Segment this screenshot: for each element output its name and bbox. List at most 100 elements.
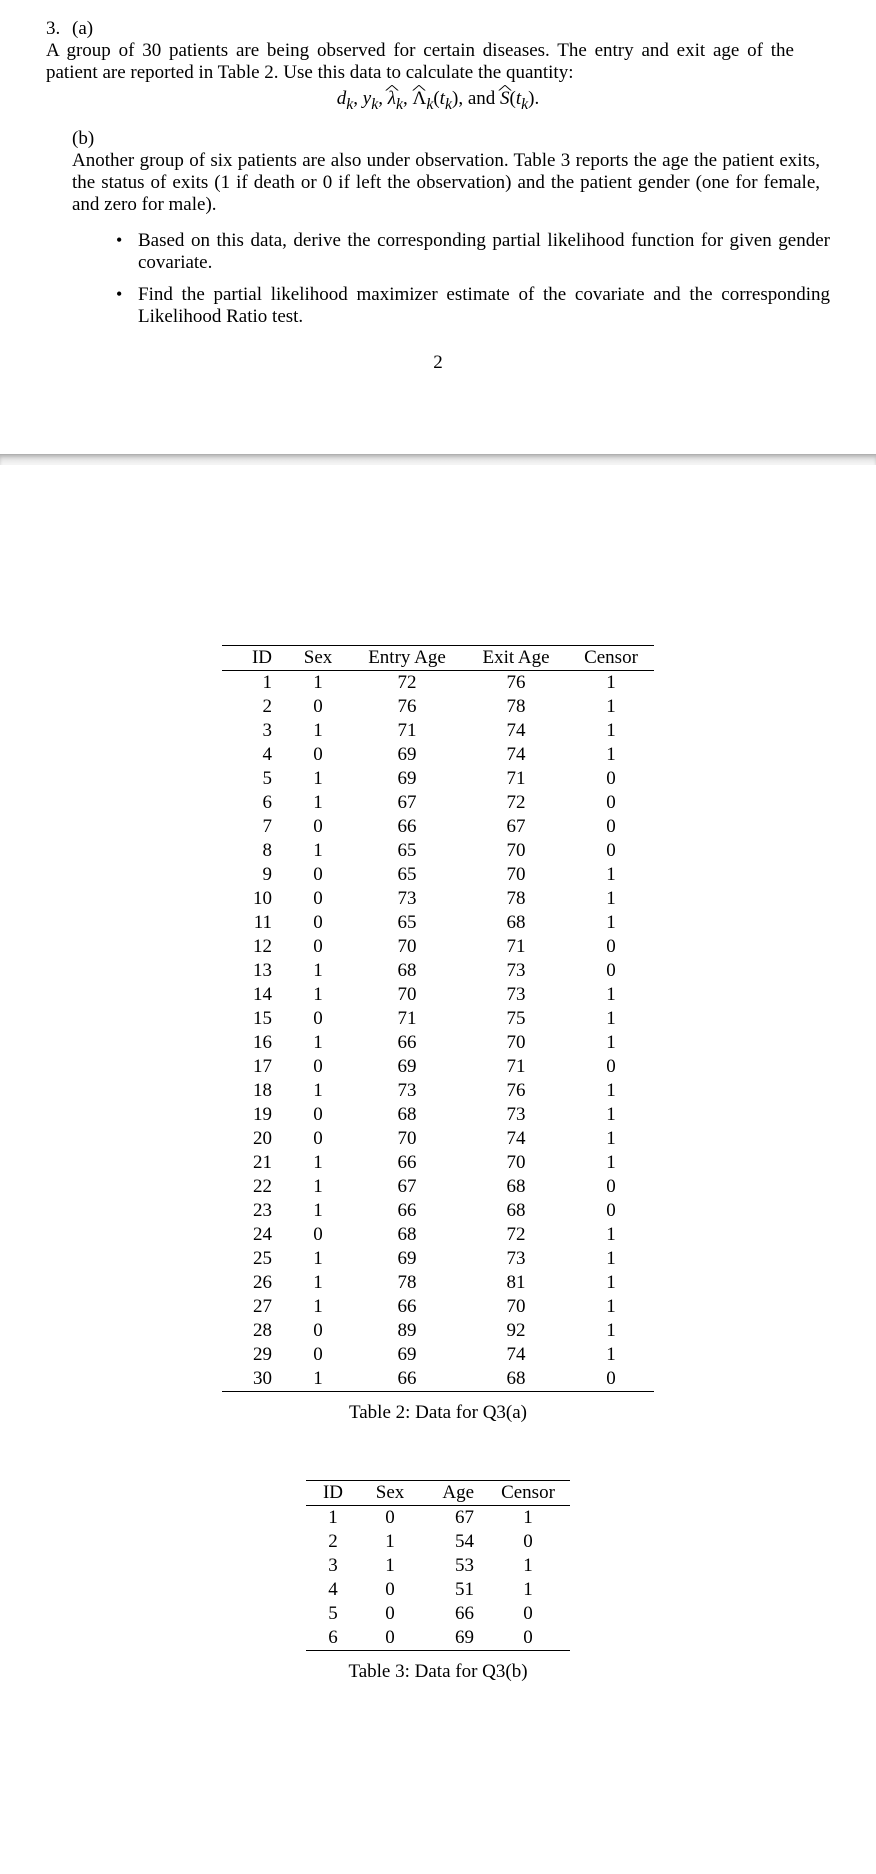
table-cell: 67 bbox=[464, 815, 568, 839]
table-cell: 30 bbox=[222, 1367, 286, 1392]
table-row: 13168730 bbox=[222, 959, 654, 983]
table-cell: 1 bbox=[486, 1554, 570, 1578]
table-3: ID Sex Age Censor 1067121540315314051150… bbox=[306, 1480, 570, 1651]
table-cell: 1 bbox=[286, 1295, 350, 1319]
table-cell: 1 bbox=[568, 1127, 654, 1151]
table-cell: 1 bbox=[568, 1223, 654, 1247]
table-cell: 0 bbox=[360, 1626, 420, 1651]
th-censor: Censor bbox=[568, 645, 654, 670]
table-cell: 66 bbox=[350, 815, 464, 839]
table-cell: 1 bbox=[286, 959, 350, 983]
table-cell: 0 bbox=[286, 1223, 350, 1247]
sym-s-hat: S bbox=[500, 88, 510, 110]
table-row: 27166701 bbox=[222, 1295, 654, 1319]
table-cell: 0 bbox=[286, 887, 350, 911]
table-row: 14170731 bbox=[222, 983, 654, 1007]
table-cell: 1 bbox=[568, 1007, 654, 1031]
table-cell: 5 bbox=[222, 767, 286, 791]
table-cell: 24 bbox=[222, 1223, 286, 1247]
table-cell: 1 bbox=[286, 839, 350, 863]
table-cell: 1 bbox=[286, 1247, 350, 1271]
table-row: 18173761 bbox=[222, 1079, 654, 1103]
table-row: 40511 bbox=[306, 1578, 570, 1602]
table-row: 16166701 bbox=[222, 1031, 654, 1055]
th3-age: Age bbox=[420, 1480, 486, 1505]
table-cell: 27 bbox=[222, 1295, 286, 1319]
table-row: 30166680 bbox=[222, 1367, 654, 1392]
bullet-text-1: Based on this data, derive the correspon… bbox=[138, 230, 830, 274]
table-row: 15071751 bbox=[222, 1007, 654, 1031]
table-cell: 1 bbox=[568, 983, 654, 1007]
table-cell: 70 bbox=[464, 1031, 568, 1055]
table-cell: 0 bbox=[286, 1103, 350, 1127]
table-cell: 1 bbox=[286, 791, 350, 815]
table-cell: 71 bbox=[350, 1007, 464, 1031]
table-cell: 74 bbox=[464, 719, 568, 743]
table-cell: 26 bbox=[222, 1271, 286, 1295]
table-cell: 4 bbox=[306, 1578, 360, 1602]
table-cell: 13 bbox=[222, 959, 286, 983]
table-row: 3171741 bbox=[222, 719, 654, 743]
table-row: 10671 bbox=[306, 1505, 570, 1530]
table-cell: 1 bbox=[286, 670, 350, 695]
table-cell: 1 bbox=[568, 911, 654, 935]
table-cell: 68 bbox=[350, 1223, 464, 1247]
page-divider bbox=[0, 454, 876, 465]
bullet-list: • Based on this data, derive the corresp… bbox=[116, 230, 830, 328]
table-cell: 0 bbox=[286, 935, 350, 959]
table-cell: 78 bbox=[350, 1271, 464, 1295]
table-cell: 68 bbox=[350, 1103, 464, 1127]
sym-y: y bbox=[363, 88, 371, 109]
comma4: , and bbox=[458, 88, 500, 109]
table-cell: 1 bbox=[568, 887, 654, 911]
table-cell: 65 bbox=[350, 839, 464, 863]
table-row: 9065701 bbox=[222, 863, 654, 887]
table-cell: 0 bbox=[568, 1055, 654, 1079]
table-cell: 0 bbox=[286, 1319, 350, 1343]
table-cell: 78 bbox=[464, 695, 568, 719]
table-cell: 1 bbox=[568, 1103, 654, 1127]
table-row: 31531 bbox=[306, 1554, 570, 1578]
table-cell: 66 bbox=[420, 1602, 486, 1626]
table-cell: 8 bbox=[222, 839, 286, 863]
part-b-label: (b) bbox=[72, 128, 102, 150]
table-row: 6167720 bbox=[222, 791, 654, 815]
table-cell: 1 bbox=[568, 1319, 654, 1343]
page-number: 2 bbox=[46, 352, 830, 374]
table-cell: 22 bbox=[222, 1175, 286, 1199]
table-cell: 1 bbox=[306, 1505, 360, 1530]
table-row: 2076781 bbox=[222, 695, 654, 719]
th-entry: Entry Age bbox=[350, 645, 464, 670]
table-cell: 69 bbox=[350, 1247, 464, 1271]
table-cell: 0 bbox=[286, 1343, 350, 1367]
table-cell: 0 bbox=[568, 1175, 654, 1199]
table-cell: 1 bbox=[568, 1247, 654, 1271]
table-cell: 92 bbox=[464, 1319, 568, 1343]
table-row: 11065681 bbox=[222, 911, 654, 935]
table-cell: 69 bbox=[350, 743, 464, 767]
table-cell: 70 bbox=[464, 1151, 568, 1175]
table-cell: 0 bbox=[568, 1199, 654, 1223]
table-cell: 1 bbox=[568, 1031, 654, 1055]
table-cell: 0 bbox=[286, 1007, 350, 1031]
table-cell: 20 bbox=[222, 1127, 286, 1151]
table-2: ID Sex Entry Age Exit Age Censor 1172761… bbox=[222, 645, 654, 1392]
table-cell: 65 bbox=[350, 911, 464, 935]
table-3-header-row: ID Sex Age Censor bbox=[306, 1480, 570, 1505]
table-cell: 23 bbox=[222, 1199, 286, 1223]
table-row: 21540 bbox=[306, 1530, 570, 1554]
table-cell: 74 bbox=[464, 1343, 568, 1367]
table-cell: 72 bbox=[464, 791, 568, 815]
table-cell: 68 bbox=[464, 911, 568, 935]
th3-id: ID bbox=[306, 1480, 360, 1505]
table-cell: 68 bbox=[350, 959, 464, 983]
sub-k5: k bbox=[445, 96, 452, 113]
table-cell: 0 bbox=[360, 1578, 420, 1602]
table-cell: 68 bbox=[464, 1199, 568, 1223]
table-row: 25169731 bbox=[222, 1247, 654, 1271]
table-row: 1172761 bbox=[222, 670, 654, 695]
table-cell: 1 bbox=[286, 767, 350, 791]
table-cell: 71 bbox=[464, 767, 568, 791]
table-cell: 72 bbox=[464, 1223, 568, 1247]
table-cell: 0 bbox=[568, 791, 654, 815]
